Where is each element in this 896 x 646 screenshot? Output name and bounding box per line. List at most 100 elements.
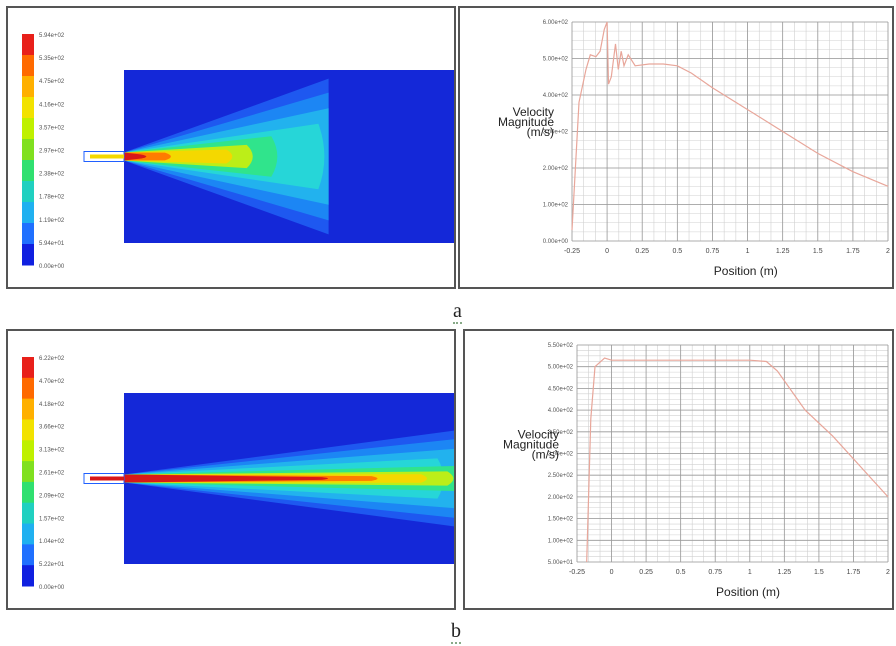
legend-level-label: 2.97e+02: [39, 149, 65, 155]
x-tick-label: 1: [748, 569, 752, 576]
legend-swatch: [22, 461, 34, 483]
legend-level-label: 0.00e+00: [39, 585, 65, 591]
y-tick-label: 6.00e+02: [543, 20, 569, 26]
jet-plume-layer: [124, 152, 147, 161]
x-tick-label: 1: [746, 248, 750, 255]
legend-level-label: 3.13e+02: [39, 448, 65, 454]
velocity-series-line: [571, 21, 889, 231]
x-tick-label: 0.75: [706, 248, 720, 255]
legend-swatch: [22, 181, 34, 203]
y-tick-label: 4.00e+02: [548, 408, 574, 414]
legend-swatch: [22, 481, 34, 504]
legend-level-label: 5.94e+02: [39, 33, 65, 39]
x-tick-label: 2: [886, 569, 890, 576]
legend-level-label: 2.09e+02: [39, 493, 65, 499]
legend-swatch: [22, 440, 34, 462]
y-axis-label-line: Magnitude: [503, 437, 559, 451]
legend-level-label: 4.75e+02: [39, 79, 65, 85]
legend-swatch: [22, 502, 34, 525]
legend-level-label: 1.78e+02: [39, 195, 65, 201]
y-tick-label: 2.00e+02: [548, 495, 574, 501]
x-tick-label: 0.25: [635, 248, 649, 255]
y-tick-label: 5.50e+02: [548, 343, 574, 349]
y-tick-label: 3.50e+02: [548, 430, 574, 436]
y-axis-label-line: Velocity: [513, 105, 554, 119]
caption-a-text: a: [453, 300, 462, 324]
y-axis-label-line: Velocity: [518, 427, 559, 441]
x-tick-label: -0.25: [569, 569, 585, 576]
figure-caption-a: a: [453, 300, 462, 324]
velocity-chart-svg-b: 5.00e+01 1.00e+02 1.50e+02 2.00e+02 2.50e+02…: [503, 343, 890, 599]
legend-level-label: 5.94e+01: [39, 241, 65, 247]
legend-level-label: 4.70e+02: [39, 379, 65, 385]
legend-swatch: [22, 202, 34, 224]
legend-level-label: 5.35e+02: [39, 56, 65, 62]
y-tick-label: 1.50e+02: [548, 517, 574, 523]
jet-plume-layer: [124, 474, 328, 483]
x-axis-label: Position (m): [716, 585, 780, 599]
x-tick-label: 1.5: [814, 569, 824, 576]
legend-level-label: 6.22e+02: [39, 356, 65, 362]
caption-b-text: b: [451, 620, 461, 644]
contour-plot-a: 5.94e+02 5.35e+02 4.75e+02 4.16e+02 3.57e+02…: [22, 33, 454, 270]
x-tick-label: 0: [610, 569, 614, 576]
legend-swatch: [22, 565, 34, 587]
legend-level-label: 1.19e+02: [39, 218, 65, 224]
y-tick-label: 1.00e+02: [543, 203, 569, 209]
legend-level-label: 4.18e+02: [39, 402, 65, 408]
x-tick-label: 0: [605, 248, 609, 255]
x-tick-label: 0.5: [672, 248, 682, 255]
y-tick-label: 4.50e+02: [548, 386, 574, 392]
figure-caption-b: b: [451, 620, 461, 644]
velocity-series-line: [586, 357, 889, 563]
x-tick-label: 1.75: [846, 248, 860, 255]
x-tick-label: 1.75: [847, 569, 861, 576]
y-tick-label: 2.00e+02: [543, 166, 569, 172]
y-tick-label: 0.00e+00: [543, 239, 569, 245]
legend-swatch: [22, 97, 34, 119]
y-tick-label: 2.50e+02: [548, 473, 574, 479]
legend-level-label: 1.04e+02: [39, 539, 65, 545]
y-tick-label: 3.00e+02: [543, 130, 569, 136]
legend-swatch: [22, 160, 34, 182]
legend-level-label: 2.38e+02: [39, 172, 65, 178]
legend-swatch: [22, 523, 34, 545]
legend-swatch: [22, 357, 34, 379]
legend-level-label: 5.22e+01: [39, 562, 65, 568]
legend-level-label: 0.00e+00: [39, 264, 65, 270]
velocity-chart-b: 5.00e+01 1.00e+02 1.50e+02 2.00e+02 2.50e+02…: [463, 329, 894, 610]
x-tick-label: 0.75: [708, 569, 722, 576]
x-tick-label: 0.5: [676, 569, 686, 576]
velocity-chart-svg-a: 0.00e+00 1.00e+02 2.00e+02 3.00e+02 4.00e+02…: [498, 20, 890, 278]
legend-swatch: [22, 139, 34, 161]
legend-swatch: [22, 544, 34, 566]
x-tick-label: 0.25: [639, 569, 653, 576]
velocity-chart-a: 0.00e+00 1.00e+02 2.00e+02 3.00e+02 4.00e+02…: [458, 6, 894, 289]
legend-swatch: [22, 118, 34, 140]
legend-level-label: 4.16e+02: [39, 102, 65, 108]
legend-swatch: [22, 55, 34, 77]
x-tick-label: 1.25: [776, 248, 790, 255]
x-axis-label: Position (m): [714, 264, 778, 278]
legend-level-label: 3.66e+02: [39, 425, 65, 431]
y-tick-label: 1.00e+02: [548, 538, 574, 544]
legend-level-label: 1.57e+02: [39, 516, 65, 522]
y-axis-label-line: (m/s): [532, 447, 559, 461]
y-tick-label: 5.00e+02: [548, 365, 574, 371]
x-tick-label: 1.25: [778, 569, 792, 576]
y-tick-label: 5.00e+01: [548, 560, 574, 566]
contour-panel-a: 5.94e+02 5.35e+02 4.75e+02 4.16e+02 3.57e+02…: [6, 6, 456, 289]
y-tick-label: 5.00e+02: [543, 57, 569, 63]
nozzle-flow: [90, 154, 124, 159]
legend-swatch: [22, 34, 34, 56]
y-tick-label: 4.00e+02: [543, 93, 569, 99]
legend-swatch: [22, 223, 34, 245]
y-tick-label: 3.00e+02: [548, 452, 574, 458]
x-tick-label: 1.5: [813, 248, 823, 255]
contour-plot-b: 6.22e+02 4.70e+02 4.18e+02 3.66e+02 3.13e+02…: [22, 356, 454, 591]
legend-level-label: 2.61e+02: [39, 471, 65, 477]
legend-swatch: [22, 377, 34, 400]
y-axis-label-line: (m/s): [527, 125, 554, 139]
legend-swatch: [22, 76, 34, 98]
legend-swatch: [22, 244, 34, 266]
